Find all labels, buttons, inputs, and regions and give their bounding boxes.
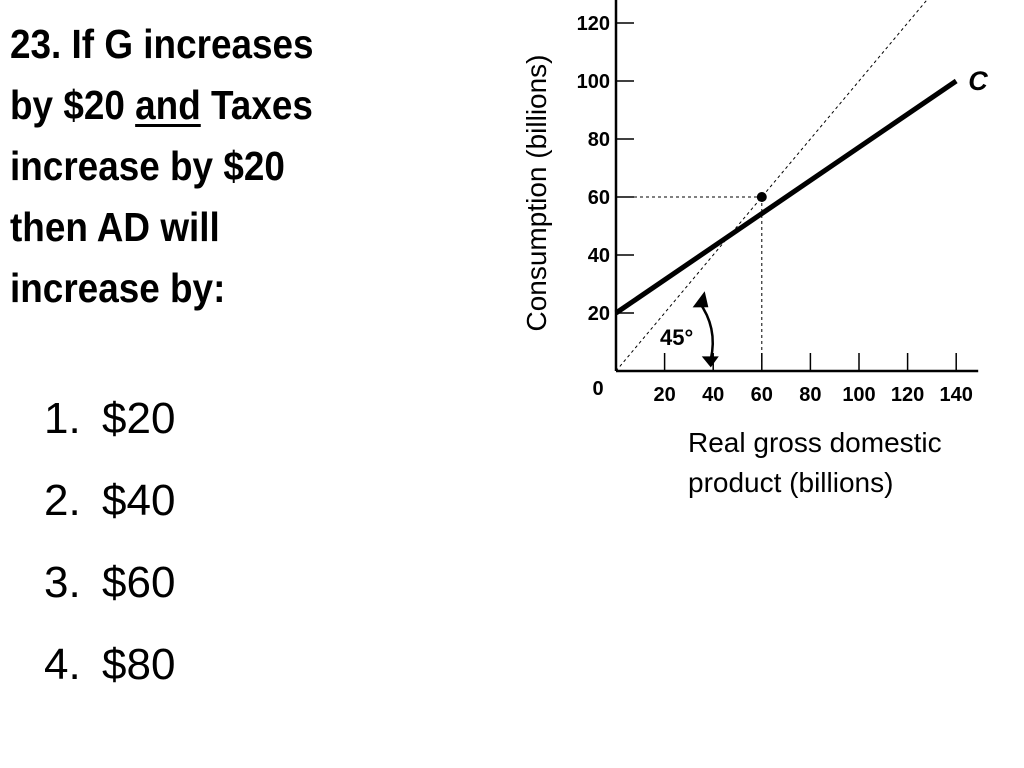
question-line-4: then AD will xyxy=(10,204,220,250)
x-tick-label: 100 xyxy=(842,384,875,406)
question-line-5: increase by: xyxy=(10,265,226,311)
option-label: $60 xyxy=(102,558,176,607)
option-label: $20 xyxy=(102,394,176,443)
x-axis-title-line: Real gross domestic xyxy=(688,427,942,458)
x-tick-label: 140 xyxy=(940,384,973,406)
option-label: $80 xyxy=(102,640,176,689)
question-line-1: 23. If G increases xyxy=(10,21,314,67)
option-number: 2. xyxy=(44,476,81,525)
x-tick-label: 60 xyxy=(751,384,773,406)
origin-label: 0 xyxy=(592,378,603,400)
question-line-2: by $20 and Taxes xyxy=(10,75,352,136)
x-axis-title-line: product (billions) xyxy=(688,467,893,498)
question-underlined-word: and xyxy=(135,82,201,128)
x-tick-label: 80 xyxy=(799,384,821,406)
question-line-2-end: Taxes xyxy=(200,82,313,128)
y-tick-label: 60 xyxy=(588,187,610,209)
question-line-2-start: by $20 xyxy=(10,82,136,128)
consumption-chart: 20 40 60 80 100 120 20 40 60 80 100 120 140 0 Consumpt… xyxy=(521,0,988,498)
answer-option-4[interactable]: 4. $80 xyxy=(44,624,175,706)
answer-option-1[interactable]: 1. $20 xyxy=(44,378,175,460)
x-tick-label: 40 xyxy=(702,384,724,406)
series-label: C xyxy=(968,66,988,96)
x-tick-label: 20 xyxy=(653,384,675,406)
answer-option-2[interactable]: 2. $40 xyxy=(44,460,175,542)
option-number: 4. xyxy=(44,640,81,689)
y-tick-label: 40 xyxy=(588,245,610,267)
x-tick-label: 120 xyxy=(891,384,924,406)
angle-arrowhead-top xyxy=(692,291,709,308)
series-line-45-degree xyxy=(615,0,928,372)
option-number: 1. xyxy=(44,394,81,443)
y-tick-label: 20 xyxy=(588,303,610,325)
answer-option-3[interactable]: 3. $60 xyxy=(44,542,175,624)
answer-options: 1. $20 2. $40 3. $60 4. $80 xyxy=(44,378,175,706)
series-line-consumption xyxy=(614,78,958,316)
y-tick-label: 120 xyxy=(577,13,610,35)
angle-label: 45° xyxy=(660,325,693,350)
y-tick-label: 100 xyxy=(577,71,610,93)
option-number: 3. xyxy=(44,558,81,607)
angle-arrowhead-bottom xyxy=(701,356,719,368)
y-tick-label: 80 xyxy=(588,129,610,151)
question-line-3: increase by $20 xyxy=(10,143,285,189)
intersection-point xyxy=(756,192,767,202)
y-axis-title: Consumption (billions) xyxy=(521,54,552,331)
angle-arc xyxy=(697,300,714,360)
question-text: 23. If G increases by $20 and Taxes incr… xyxy=(10,14,352,319)
option-label: $40 xyxy=(102,476,176,525)
